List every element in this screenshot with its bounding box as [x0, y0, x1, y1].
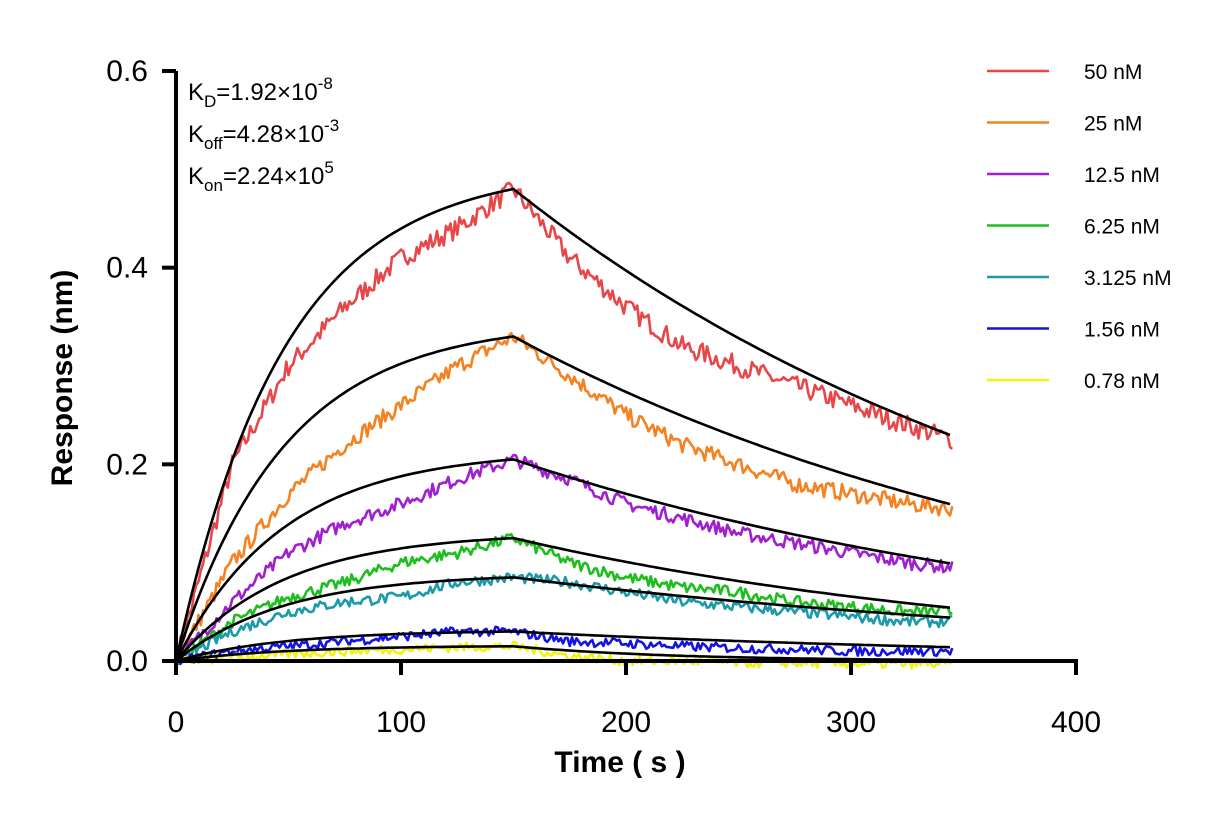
- series-2-fit: [174, 335, 951, 662]
- legend-label-3: 12.5 nM: [1084, 164, 1160, 187]
- series-3-trace: [175, 453, 954, 663]
- series-2-trace: [174, 331, 954, 662]
- x-tick-label: 0: [168, 706, 185, 739]
- x-tick-label: 200: [601, 706, 651, 739]
- series-4-trace: [175, 532, 953, 665]
- legend-label-4: 6.25 nM: [1084, 216, 1160, 239]
- series-7-fit: [175, 645, 950, 663]
- koff-annotation: Koff=4.28×10-3: [188, 116, 339, 153]
- legend-label-5: 3.125 nM: [1084, 267, 1172, 290]
- y-tick-label: 0.4: [106, 252, 148, 285]
- series-6-trace: [174, 625, 954, 666]
- x-tick-label: 400: [1051, 706, 1101, 739]
- series-3-fit: [174, 458, 951, 662]
- axes: 0.0 0.2 0.4 0.6 0 100 200 300 400: [106, 55, 1101, 739]
- y-tick-label: 0.0: [106, 645, 148, 678]
- series-6-fit: [175, 630, 951, 663]
- kon-annotation: Kon=2.24×105: [188, 158, 334, 195]
- plot-area: [174, 181, 954, 670]
- legend-label-6: 1.56 nM: [1084, 319, 1160, 342]
- series-5-fit: [175, 576, 951, 663]
- y-axis-title: Response (nm): [46, 270, 79, 487]
- series-1-trace: [175, 181, 954, 665]
- kinetic-constants: KD=1.92×10-8 Koff=4.28×10-3 Kon=2.24×105: [188, 74, 339, 195]
- legend: 50 nM 25 nM 12.5 nM 6.25 nM 3.125 nM 1.56 nM 0…: [987, 61, 1172, 393]
- series-5-trace: [174, 572, 953, 666]
- x-tick-label: 300: [826, 706, 876, 739]
- legend-label-2: 25 nM: [1084, 113, 1142, 136]
- series-4-fit: [175, 536, 951, 662]
- legend-label-7: 0.78 nM: [1084, 370, 1160, 393]
- x-axis-title: Time ( s ): [554, 746, 685, 779]
- y-tick-label: 0.6: [106, 55, 148, 88]
- kd-annotation: KD=1.92×10-8: [188, 74, 333, 111]
- y-tick-label: 0.2: [106, 448, 148, 481]
- series-1-fit: [174, 187, 951, 662]
- legend-label-1: 50 nM: [1084, 61, 1142, 84]
- x-tick-label: 100: [376, 706, 426, 739]
